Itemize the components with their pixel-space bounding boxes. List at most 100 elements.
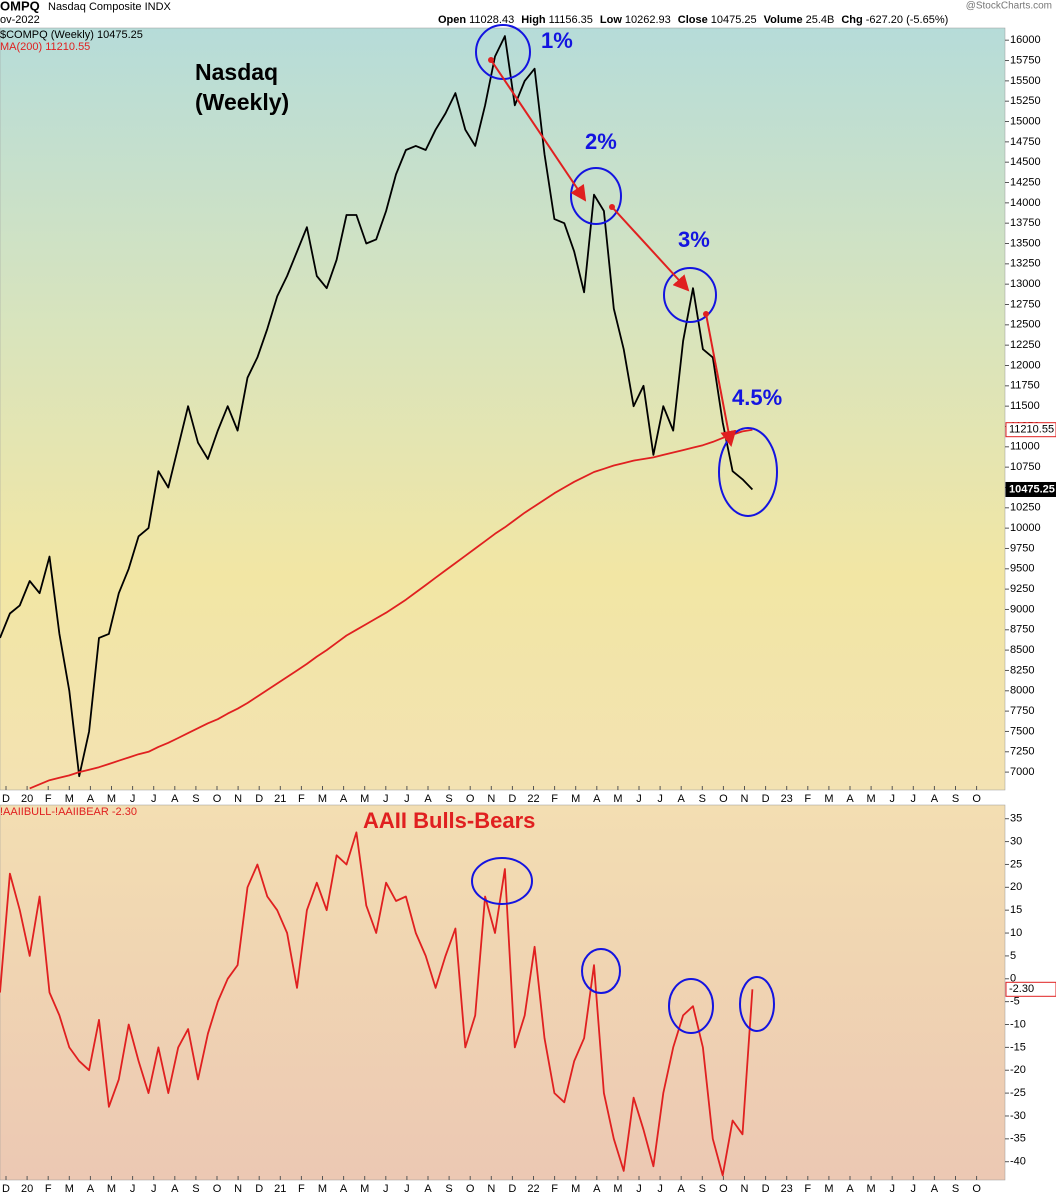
x-tick-label: M [107, 793, 116, 805]
y-tick-label: 12500 [1010, 319, 1041, 331]
y-tick-label: -40 [1010, 1156, 1026, 1168]
y-tick-label: 8000 [1010, 685, 1034, 697]
x-tick-label: S [192, 1183, 199, 1195]
x-tick-label: 23 [781, 1183, 793, 1195]
quote-value: 10262.93 [625, 14, 671, 26]
y-tick-label: 12250 [1010, 339, 1041, 351]
x-tick-label: F [45, 1183, 52, 1195]
chart-title: AAII Bulls-Bears [363, 808, 535, 833]
last-value-label: -2.30 [1009, 983, 1034, 995]
x-tick-label: M [613, 1183, 622, 1195]
y-tick-label: 9500 [1010, 563, 1034, 575]
arrow-start [703, 311, 709, 317]
y-tick-label: -30 [1010, 1110, 1026, 1122]
y-tick-label: 15000 [1010, 115, 1041, 127]
x-tick-label: A [931, 1183, 939, 1195]
x-tick-label: M [65, 793, 74, 805]
x-tick-label: 22 [527, 1183, 539, 1195]
y-tick-label: 10 [1010, 927, 1022, 939]
y-tick-label: -15 [1010, 1041, 1026, 1053]
x-tick-label: J [130, 793, 136, 805]
x-tick-label: A [678, 793, 686, 805]
x-tick-label: D [762, 1183, 770, 1195]
x-tick-label: M [571, 793, 580, 805]
quote-label: Chg [841, 14, 862, 26]
y-tick-label: 20 [1010, 881, 1022, 893]
y-tick-label: 15250 [1010, 95, 1041, 107]
y-tick-label: 12750 [1010, 298, 1041, 310]
x-tick-label: N [741, 793, 749, 805]
x-tick-label: S [952, 1183, 959, 1195]
y-tick-label: 9250 [1010, 583, 1034, 595]
x-tick-label: J [911, 1183, 917, 1195]
highlight-circle [739, 976, 775, 1032]
quote-label: Volume [764, 14, 803, 26]
x-tick-label: J [151, 793, 157, 805]
x-tick-label: O [719, 793, 728, 805]
quote-value: -627.20 (-5.65%) [866, 14, 949, 26]
y-tick-label: 14000 [1010, 197, 1041, 209]
y-tick-label: 14250 [1010, 176, 1041, 188]
x-tick-label: S [192, 793, 199, 805]
x-tick-label: F [551, 1183, 558, 1195]
arrow [705, 313, 737, 447]
x-tick-label: J [636, 793, 642, 805]
y-tick-label: 15 [1010, 904, 1022, 916]
x-tick-label: F [804, 1183, 811, 1195]
y-tick-label: -5 [1010, 996, 1020, 1008]
x-tick-label: M [613, 793, 622, 805]
quote: Open 11028.43 High 11156.35 Low 10262.93 Close… [438, 14, 948, 26]
y-tick-label: 9750 [1010, 542, 1034, 554]
y-tick-label: 13250 [1010, 258, 1041, 270]
x-tick-label: N [487, 793, 495, 805]
x-tick-label: F [298, 793, 305, 805]
y-tick-label: 14750 [1010, 136, 1041, 148]
y-tick-label: 5 [1010, 950, 1016, 962]
x-tick-label: 22 [527, 793, 539, 805]
x-tick-label: J [889, 1183, 895, 1195]
x-tick-label: A [87, 793, 95, 805]
x-tick-label: A [593, 1183, 601, 1195]
x-tick-label: 20 [21, 793, 33, 805]
quote-label: Low [600, 14, 622, 26]
quote-label: High [521, 14, 546, 26]
x-tick-label: A [171, 1183, 179, 1195]
x-tick-label: D [255, 793, 263, 805]
source: @StockCharts.com [966, 1, 1052, 12]
x-tick-label: S [699, 1183, 706, 1195]
x-tick-label: S [699, 793, 706, 805]
x-tick-label: O [213, 793, 222, 805]
chart-title: Nasdaq (Weekly) [195, 59, 290, 115]
y-tick-label: 13750 [1010, 217, 1041, 229]
y-tick-label: -10 [1010, 1018, 1026, 1030]
x-tick-label: F [804, 793, 811, 805]
quote-value: 10475.25 [711, 14, 757, 26]
x-tick-label: M [867, 793, 876, 805]
annotation: 3% [678, 227, 710, 252]
x-tick-label: 23 [781, 793, 793, 805]
quote-value: 11028.43 [469, 14, 514, 26]
legend-entry: !AAIIBULL-!AAIIBEAR -2.30 [0, 806, 137, 818]
y-tick-label: 10750 [1010, 461, 1041, 473]
x-tick-label: J [151, 1183, 157, 1195]
highlight-circle [663, 267, 717, 323]
x-tick-label: M [360, 793, 369, 805]
x-tick-label: N [487, 1183, 495, 1195]
y-tick-label: -35 [1010, 1133, 1026, 1145]
y-tick-label: 30 [1010, 835, 1022, 847]
y-tick-label: 11000 [1010, 441, 1040, 453]
x-tick-label: 20 [21, 1183, 33, 1195]
last-value-tag [1005, 981, 1056, 997]
x-tick-label: M [107, 1183, 116, 1195]
x-tick-label: S [445, 793, 452, 805]
x-tick-label: M [318, 1183, 327, 1195]
x-tick-label: S [952, 793, 959, 805]
y-tick-label: 12000 [1010, 359, 1041, 371]
x-tick-label: A [846, 793, 854, 805]
quote-label: Open [438, 14, 466, 26]
quote-value: 11156.35 [549, 14, 593, 26]
x-tick-label: A [593, 793, 601, 805]
y-tick-label: 7000 [1010, 766, 1034, 778]
y-tick-label: 8250 [1010, 664, 1034, 676]
